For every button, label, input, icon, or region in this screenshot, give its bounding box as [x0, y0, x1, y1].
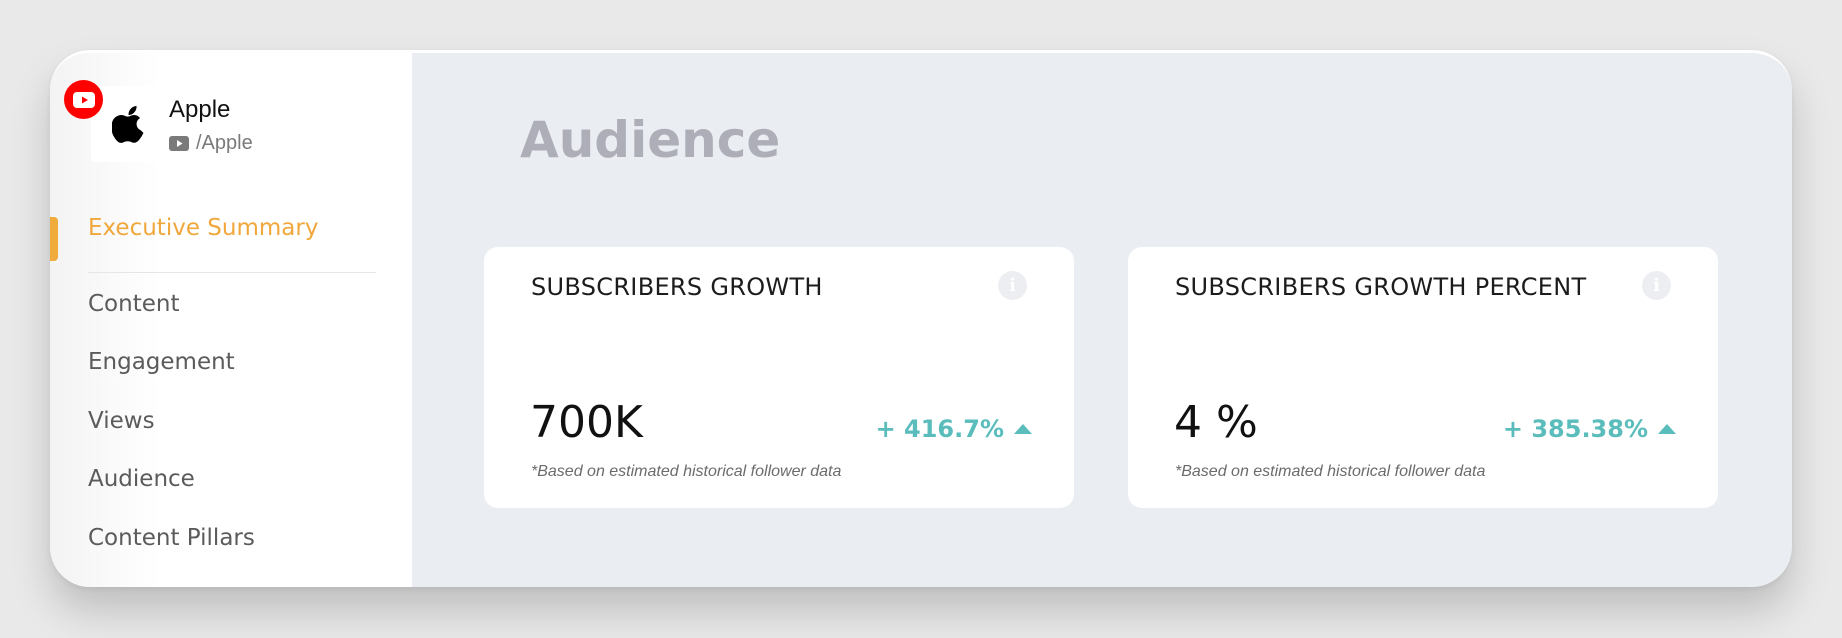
apple-logo-icon	[112, 106, 144, 143]
youtube-small-icon	[169, 136, 189, 151]
profile-logo	[91, 86, 167, 162]
app-window: Apple /Apple Executive Summary Content E…	[50, 50, 1792, 587]
card-title: SUBSCRIBERS GROWTH	[531, 273, 823, 301]
card-title: SUBSCRIBERS GROWTH PERCENT	[1175, 273, 1587, 301]
arrow-up-icon	[1014, 424, 1032, 434]
subscribers-growth-percent-card: SUBSCRIBERS GROWTH PERCENT i 4 % + 385.3…	[1128, 247, 1718, 508]
profile-name: Apple	[169, 96, 231, 123]
card-change-text: + 416.7%	[875, 415, 1004, 443]
profile-handle-text: /Apple	[196, 132, 253, 154]
info-icon[interactable]: i	[998, 271, 1027, 300]
youtube-icon	[72, 91, 95, 108]
active-nav-indicator	[50, 217, 58, 261]
card-change: + 416.7%	[876, 415, 1032, 443]
info-icon[interactable]: i	[1642, 271, 1671, 300]
nav-divider	[88, 272, 376, 273]
card-change-text: + 385.38%	[1502, 415, 1648, 443]
arrow-up-icon	[1658, 424, 1676, 434]
subscribers-growth-card: SUBSCRIBERS GROWTH i 700K + 416.7% *Base…	[484, 247, 1074, 508]
card-change: + 385.38%	[1503, 415, 1676, 443]
page-title: Audience	[520, 111, 781, 169]
card-value: 4 %	[1174, 397, 1258, 448]
nav-engagement[interactable]: Engagement	[88, 349, 235, 375]
nav-content-pillars[interactable]: Content Pillars	[88, 525, 255, 551]
profile-handle: /Apple	[169, 132, 253, 155]
card-value: 700K	[530, 397, 643, 448]
card-note: *Based on estimated historical follower …	[1175, 463, 1486, 480]
nav-executive-summary[interactable]: Executive Summary	[88, 215, 319, 241]
sidebar: Apple /Apple Executive Summary Content E…	[50, 53, 412, 587]
youtube-badge	[64, 80, 103, 119]
nav-audience[interactable]: Audience	[88, 466, 195, 492]
card-note: *Based on estimated historical follower …	[531, 463, 842, 480]
nav-views[interactable]: Views	[88, 408, 155, 434]
nav-content[interactable]: Content	[88, 291, 180, 317]
